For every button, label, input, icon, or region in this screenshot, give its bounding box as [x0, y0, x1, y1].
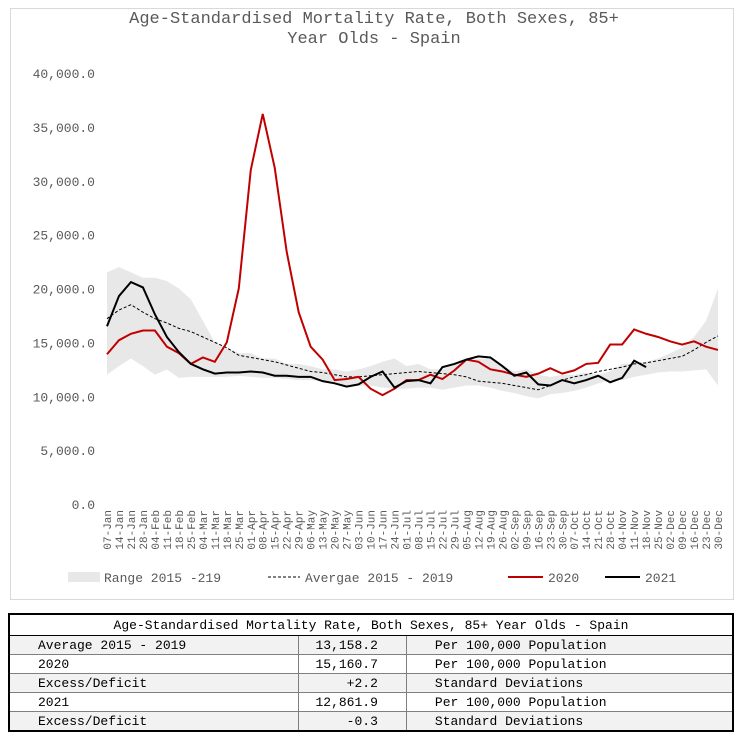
x-tick-label: 22-Apr — [283, 510, 295, 550]
x-tick-label: 06-May — [307, 510, 319, 550]
x-tick-label: 27-May — [343, 510, 355, 550]
x-tick-label: 01-Apr — [247, 510, 259, 550]
x-tick-label: 25-Nov — [654, 510, 666, 550]
x-tick-label: 18-Feb — [175, 510, 187, 550]
range-band — [107, 266, 718, 399]
x-tick-label: 16-Sep — [534, 510, 546, 550]
x-tick-label: 29-Jul — [450, 510, 462, 550]
x-tick-label: 12-Aug — [474, 510, 486, 550]
x-tick-label: 01-Jul — [403, 510, 415, 550]
x-tick-label: 14-Oct — [582, 510, 594, 550]
legend-swatch — [68, 572, 100, 582]
table-cell: Excess/Deficit — [8, 711, 300, 732]
table-title: Age-Standardised Mortality Rate, Both Se… — [9, 614, 733, 636]
table-row: Average 2015 - 2019 13,158.2 Per 100,000 P… — [8, 635, 734, 655]
x-tick-label: 25-Mar — [235, 510, 247, 550]
y-tick-label: 25,000.0 — [33, 229, 95, 244]
x-tick-label: 21-Jan — [127, 510, 139, 550]
table-cell: +2.2 — [298, 673, 407, 693]
y-tick-label: 10,000.0 — [33, 390, 95, 405]
x-tick-label: 04-Mar — [199, 510, 211, 550]
table-cell: Average 2015 - 2019 — [8, 635, 300, 655]
x-tick-label: 20-May — [331, 510, 343, 550]
x-tick-label: 05-Aug — [462, 510, 474, 550]
table-cell: Per 100,000 Population — [405, 692, 734, 712]
y-tick-label: 20,000.0 — [33, 283, 95, 298]
table-cell: 2020 — [8, 654, 300, 674]
table-cell: -0.3 — [298, 711, 407, 732]
x-tick-label: 26-Aug — [498, 510, 510, 550]
legend-label: 2021 — [645, 571, 676, 586]
series-line — [106, 280, 647, 389]
x-tick-label: 11-Feb — [163, 510, 175, 550]
legend-label: Avergae 2015 - 2019 — [305, 571, 453, 586]
table-cell: 2021 — [8, 692, 300, 712]
x-tick-label: 24-Jun — [391, 510, 403, 550]
chart-frame — [10, 8, 734, 600]
x-tick-label: 07-Jan — [103, 510, 115, 550]
table-cell: 12,861.9 — [298, 692, 407, 712]
x-tick-label: 04-Nov — [618, 510, 630, 550]
x-tick-label: 09-Dec — [678, 510, 690, 550]
x-tick-label: 11-Nov — [630, 510, 642, 550]
y-tick-label: 5,000.0 — [40, 444, 95, 459]
y-tick-label: 15,000.0 — [33, 336, 95, 351]
legend-label: Range 2015 -219 — [104, 571, 221, 586]
x-tick-label: 14-Jan — [115, 510, 127, 550]
x-tick-label: 28-Oct — [606, 510, 618, 550]
table-row: 2021 12,861.9 Per 100,000 Population — [8, 692, 734, 712]
x-tick-label: 07-Oct — [570, 510, 582, 550]
summary-table: Age-Standardised Mortality Rate, Both Se… — [8, 613, 734, 732]
x-tick-label: 11-Mar — [211, 510, 223, 550]
x-tick-label: 19-Aug — [486, 510, 498, 550]
x-tick-label: 02-Dec — [666, 510, 678, 550]
x-tick-label: 10-Jun — [367, 510, 379, 550]
table-cell: Standard Deviations — [405, 711, 734, 732]
x-tick-label: 28-Jan — [139, 510, 151, 550]
chart-title: Age-Standardised Mortality Rate, Both Se… — [129, 10, 619, 49]
x-tick-label: 13-May — [319, 510, 331, 550]
table-row: Excess/Deficit -0.3 Standard Deviations — [8, 711, 734, 732]
x-tick-label: 09-Sep — [522, 510, 534, 550]
table-cell: Standard Deviations — [405, 673, 734, 693]
y-tick-label: 40,000.0 — [33, 67, 95, 82]
table-row: 2020 15,160.7 Per 100,000 Population — [8, 654, 734, 674]
chart: 0.0 5,000.0 10,000.0 15,000.0 20,000.0 25,000… — [33, 67, 726, 586]
y-tick-label: 35,000.0 — [33, 121, 95, 136]
table-cell: Per 100,000 Population — [405, 654, 734, 674]
y-tick-label: 30,000.0 — [33, 175, 95, 190]
x-tick-label: 21-Oct — [594, 510, 606, 550]
table-row: Excess/Deficit +2.2 Standard Deviations — [8, 673, 734, 693]
x-tick-label: 18-Mar — [223, 510, 235, 550]
table-cell: 13,158.2 — [298, 635, 407, 655]
x-tick-label: 08-Jul — [414, 510, 426, 550]
x-tick-label: 25-Feb — [187, 510, 199, 550]
x-tick-label: 03-Jun — [355, 510, 367, 550]
x-tick-label: 23-Dec — [702, 510, 714, 550]
x-tick-label: 22-Jul — [438, 510, 450, 550]
x-tick-label: 30-Sep — [558, 510, 570, 550]
x-tick-label: 16-Dec — [690, 510, 702, 550]
table-cell: Per 100,000 Population — [405, 635, 734, 655]
x-tick-label: 15-Apr — [271, 510, 283, 550]
table-cell: Excess/Deficit — [8, 673, 300, 693]
y-tick-label: 0.0 — [72, 498, 95, 513]
x-tick-label: 08-Apr — [259, 510, 271, 550]
x-tick-label: 29-Apr — [295, 510, 307, 550]
x-tick-label: 02-Sep — [510, 510, 522, 550]
x-tick-label: 17-Jun — [379, 510, 391, 550]
legend-label: 2020 — [548, 571, 579, 586]
table-cell: 15,160.7 — [298, 654, 407, 674]
average-line — [106, 304, 719, 391]
x-tick-label: 23-Sep — [546, 510, 558, 550]
x-tick-label: 04-Feb — [151, 510, 163, 550]
x-tick-label: 15-Jul — [426, 510, 438, 550]
x-tick-label: 30-Dec — [714, 510, 726, 550]
x-tick-label: 18-Nov — [642, 510, 654, 550]
